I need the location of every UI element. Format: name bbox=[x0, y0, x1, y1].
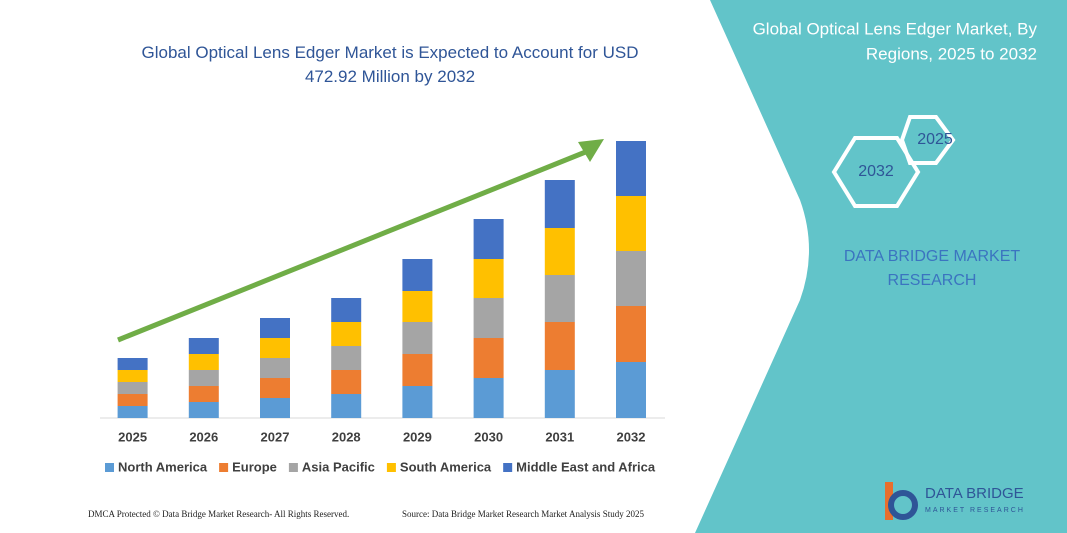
bar-segment bbox=[473, 219, 504, 259]
bar-segment bbox=[260, 358, 290, 378]
side-panel bbox=[695, 0, 1067, 533]
bar-segment bbox=[188, 338, 219, 354]
legend-swatch bbox=[386, 463, 396, 472]
plot bbox=[117, 141, 646, 418]
bar-segment bbox=[260, 318, 290, 338]
bar-segment bbox=[473, 338, 504, 378]
bar-segment bbox=[616, 196, 646, 251]
bar-segment bbox=[331, 322, 362, 346]
bar-segment bbox=[402, 354, 433, 386]
logo-icon bbox=[888, 490, 918, 520]
x-tick-label: 2032 bbox=[617, 429, 646, 444]
panel-title: Regions, 2025 to 2032 bbox=[866, 44, 1037, 63]
bar-segment bbox=[260, 338, 290, 358]
bar-segment bbox=[544, 228, 575, 275]
bar-segment bbox=[260, 378, 290, 398]
bar-segment bbox=[544, 370, 575, 418]
panel-title: Global Optical Lens Edger Market, By bbox=[753, 19, 1038, 38]
bar-segment bbox=[331, 346, 362, 370]
legend-label: Middle East and Africa bbox=[516, 459, 656, 474]
bar-segment bbox=[616, 306, 646, 362]
footer-text: DMCA Protected © Data Bridge Market Rese… bbox=[88, 509, 349, 519]
legend-swatch bbox=[503, 463, 513, 472]
bar-segment bbox=[402, 291, 433, 322]
footer-text: Source: Data Bridge Market Research Mark… bbox=[402, 509, 644, 519]
legend-label: South America bbox=[400, 459, 492, 474]
bar-segment bbox=[188, 370, 219, 386]
legend-swatch bbox=[219, 463, 229, 472]
bar-segment bbox=[117, 382, 148, 394]
bar-segment bbox=[260, 398, 290, 418]
bar-segment bbox=[188, 354, 219, 370]
arrow-head bbox=[578, 139, 604, 162]
legend-label: North America bbox=[118, 459, 208, 474]
hex-label: 2025 bbox=[917, 131, 953, 148]
trend-arrow bbox=[117, 148, 589, 343]
bar-segment bbox=[117, 358, 148, 370]
legend-swatch bbox=[288, 463, 298, 472]
bar-segment bbox=[473, 298, 504, 338]
bar-segment bbox=[544, 322, 575, 370]
bar-segment bbox=[117, 406, 148, 418]
x-tick-label: 2028 bbox=[332, 429, 361, 444]
brand-text: RESEARCH bbox=[888, 272, 977, 289]
x-tick-label: 2029 bbox=[403, 429, 432, 444]
hexagon bbox=[899, 115, 956, 165]
bar-segment bbox=[544, 275, 575, 322]
logo-name: DATA BRIDGE bbox=[925, 485, 1024, 502]
x-tick-label: 2025 bbox=[118, 429, 147, 444]
hex-label: 2032 bbox=[858, 163, 894, 180]
bar-segment bbox=[473, 378, 504, 418]
legend-label: Europe bbox=[232, 459, 277, 474]
bar-segment bbox=[331, 370, 362, 394]
hexagon bbox=[831, 136, 921, 208]
bar-segment bbox=[402, 259, 433, 291]
bar-segment bbox=[188, 402, 219, 418]
x-tick-label: 2030 bbox=[474, 429, 503, 444]
bar-segment bbox=[402, 322, 433, 354]
bar-segment bbox=[117, 370, 148, 382]
bar-segment bbox=[188, 386, 219, 402]
logo-tagline: MARKET RESEARCH bbox=[925, 507, 1025, 514]
bar-segment bbox=[473, 259, 504, 298]
bar-segment bbox=[616, 141, 646, 196]
bar-segment bbox=[402, 386, 433, 418]
bar-segment bbox=[117, 394, 148, 406]
bar-segment bbox=[616, 251, 646, 306]
bar-segment bbox=[616, 362, 646, 418]
x-tick-label: 2031 bbox=[545, 429, 574, 444]
legend-swatch bbox=[105, 463, 114, 472]
brand-text: DATA BRIDGE MARKET bbox=[844, 248, 1021, 265]
bar-segment bbox=[331, 298, 362, 322]
logo: DATA BRIDGE MARKET RESEARCH bbox=[885, 482, 1025, 520]
legend-label: Asia Pacific bbox=[302, 459, 375, 474]
bar-segment bbox=[544, 180, 575, 228]
x-tick-label: 2026 bbox=[189, 429, 218, 444]
chart-title: Global Optical Lens Edger Market is Expe… bbox=[141, 43, 638, 86]
x-tick-label: 2027 bbox=[261, 429, 290, 444]
bar-segment bbox=[331, 394, 362, 418]
